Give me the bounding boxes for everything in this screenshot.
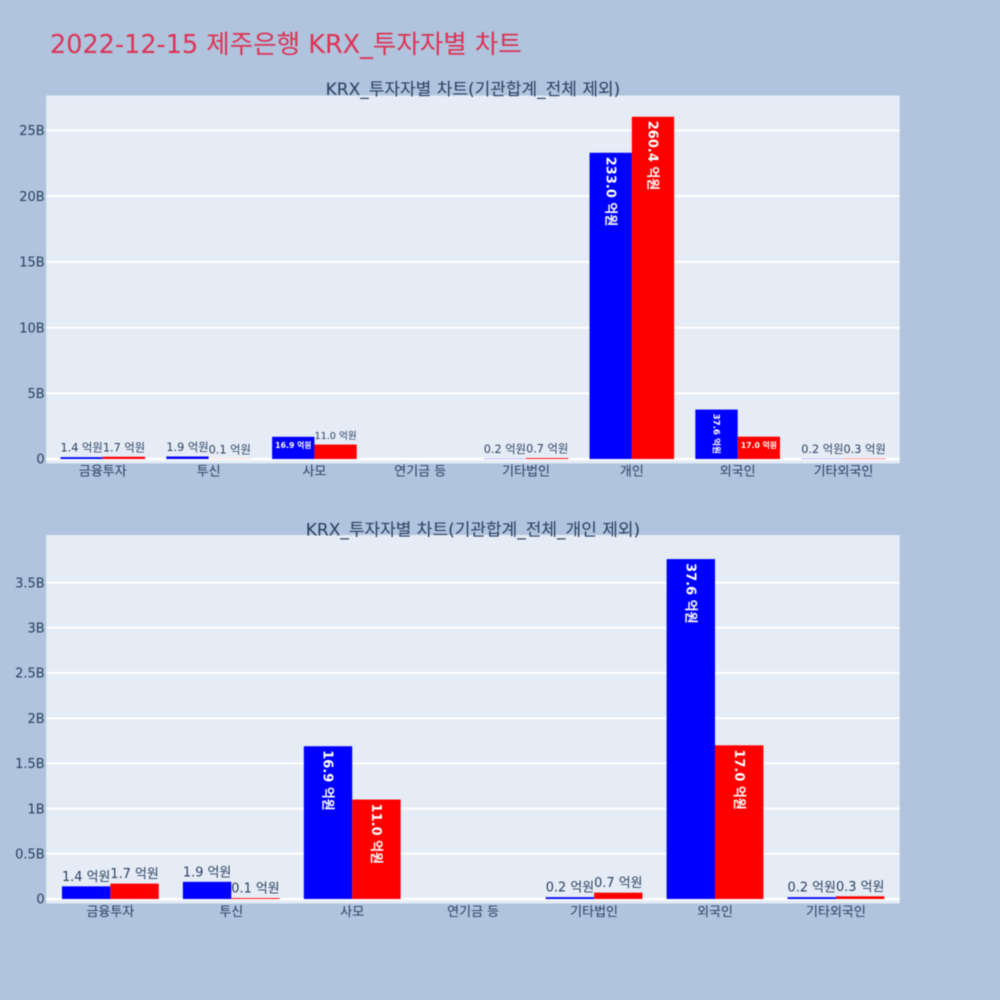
x-tick-label: 사모 xyxy=(302,465,326,480)
bar xyxy=(110,883,159,899)
subplot-title: KRX_투자자별 차트(기관합계_전체_개인 제외) xyxy=(306,521,640,541)
figure-title: 2022-12-15 제주은행 KRX_투자자별 차트 xyxy=(50,30,522,60)
bar-value-label: 1.7 억원 xyxy=(103,440,145,454)
bar xyxy=(102,456,146,459)
bar xyxy=(589,152,632,459)
bar-value-label: 0.2 억원 xyxy=(484,442,526,456)
x-tick-label: 기타법인 xyxy=(502,465,550,480)
y-tick-label: 2B xyxy=(27,712,44,727)
bar-value-label: 11.0 억원 xyxy=(368,804,383,865)
bar-value-label: 16.9 억원 xyxy=(275,440,311,450)
bar-value-label: 0.3 억원 xyxy=(844,442,886,456)
bar-value-label: 0.1 억원 xyxy=(231,882,279,897)
x-tick-label: 투신 xyxy=(197,465,221,480)
x-tick-label: 기타외국인 xyxy=(814,465,874,480)
bar xyxy=(737,436,780,459)
bar-value-label: 17.0 억원 xyxy=(741,440,777,450)
bar xyxy=(182,881,232,899)
x-tick-label: 외국인 xyxy=(697,905,733,920)
bar-value-label: 1.9 억원 xyxy=(166,440,208,454)
bar-value-label: 1.4 억원 xyxy=(62,870,110,885)
bar xyxy=(303,746,353,899)
y-tick-label: 1B xyxy=(27,802,44,817)
x-tick-label: 사모 xyxy=(340,905,364,920)
y-tick-label: 20B xyxy=(19,190,44,205)
y-tick-label: 10B xyxy=(19,321,44,336)
bar xyxy=(272,436,315,459)
x-tick-label: 연기금 등 xyxy=(447,905,499,920)
bar xyxy=(545,897,595,899)
bar-value-label: 0.7 억원 xyxy=(526,442,568,456)
y-tick-label: 3B xyxy=(27,621,44,636)
y-tick-label: 2.5B xyxy=(15,667,45,682)
bar-value-label: 1.9 억원 xyxy=(183,865,231,880)
bar xyxy=(61,886,111,899)
bar-value-label: 260.4 억원 xyxy=(645,121,660,191)
plot-area xyxy=(46,95,900,464)
bar-value-label: 16.9 억원 xyxy=(320,750,335,811)
y-tick-label: 0 xyxy=(36,893,44,908)
bar-value-label: 0.3 억원 xyxy=(836,880,884,895)
bar xyxy=(352,799,401,899)
x-tick-label: 개인 xyxy=(620,465,644,480)
chart-bottom: 0 0.5B 1B 1.5B 2B 2.5B 3B 3.5B KRX_투자자별 차트(기관합계_… xyxy=(15,521,900,920)
x-tick-label: 금융투자 xyxy=(86,905,134,920)
y-tick-label: 0.5B xyxy=(15,847,45,862)
y-tick-label: 25B xyxy=(19,124,44,139)
bar-value-label: 0.7 억원 xyxy=(594,876,642,891)
bar-value-label: 37.6 억원 xyxy=(683,563,698,624)
bar-value-label: 1.4 억원 xyxy=(61,441,103,455)
bar-value-label: 0.1 억원 xyxy=(209,442,251,456)
x-tick-label: 연기금 등 xyxy=(394,465,446,480)
x-tick-label: 외국인 xyxy=(720,465,756,480)
bar-value-label: 17.0 억원 xyxy=(731,749,746,810)
y-tick-label: 1.5B xyxy=(15,757,45,772)
y-tick-label: 0 xyxy=(36,453,44,468)
x-tick-label: 기타법인 xyxy=(570,905,618,920)
chart-top: 0 5B 10B 15B 20B 25B KRX_투자자별 차트(기관합계_전체 제외) 금융… xyxy=(19,80,900,480)
bar xyxy=(715,745,764,899)
y-tick-label: 15B xyxy=(19,256,44,271)
bar xyxy=(526,458,569,459)
bar xyxy=(594,892,643,899)
x-tick-label: 기타외국인 xyxy=(806,905,866,920)
bar-value-label: 0.2 억원 xyxy=(788,881,836,896)
bar xyxy=(60,457,103,459)
bar xyxy=(631,116,675,459)
plot-area xyxy=(46,535,900,904)
x-tick-label: 금융투자 xyxy=(79,465,127,480)
bar-value-label: 1.7 억원 xyxy=(110,867,158,882)
bar-value-label: 11.0 억원 xyxy=(314,430,356,442)
bar-value-label: 0.2 억원 xyxy=(546,881,594,896)
bar xyxy=(314,444,357,459)
subplot-title: KRX_투자자별 차트(기관합계_전체 제외) xyxy=(326,80,621,100)
bar-value-label: 0.2 억원 xyxy=(801,442,843,456)
bar-value-label: 233.0 억원 xyxy=(602,157,617,227)
y-tick-label: 5B xyxy=(27,387,44,402)
bar xyxy=(835,896,885,899)
bar xyxy=(666,559,716,899)
bar xyxy=(231,898,280,899)
y-tick-label: 3.5B xyxy=(15,576,45,591)
x-tick-label: 투신 xyxy=(219,905,243,920)
bar-value-label: 37.6 억원 xyxy=(711,414,723,454)
bar xyxy=(695,409,738,459)
bar xyxy=(166,456,209,459)
bar xyxy=(787,897,836,899)
